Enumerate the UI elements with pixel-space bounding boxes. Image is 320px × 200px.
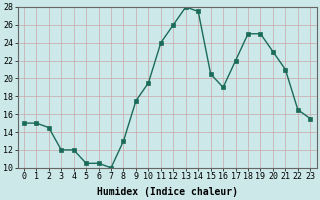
X-axis label: Humidex (Indice chaleur): Humidex (Indice chaleur) [97,186,237,197]
